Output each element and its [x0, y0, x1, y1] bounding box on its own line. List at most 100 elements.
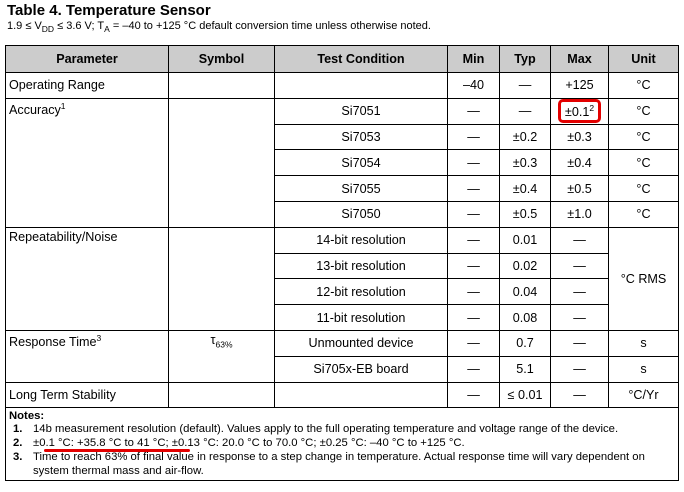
table-title: Table 4. Temperature Sensor	[7, 2, 211, 19]
param-operating-range: Operating Range	[5, 72, 169, 99]
table-row: Accuracy1 Si7051 — — ±0.12 °C	[5, 97, 679, 228]
max-cell: —	[550, 252, 609, 280]
table-subtitle: 1.9 ≤ VDD ≤ 3.6 V; TA = –40 to +125 °C d…	[7, 20, 431, 35]
symbol-cell	[168, 226, 275, 331]
condition-cell: Unmounted device	[274, 329, 448, 357]
note-item: 2. ±0.1 °C: +35.8 °C to 41 °C; ±0.13 °C:…	[9, 436, 675, 450]
min-cell: —	[447, 123, 500, 151]
symbol-cell	[168, 381, 275, 409]
header-typ: Typ	[499, 45, 551, 73]
temperature-sensor-table: Parameter Symbol Test Condition Min Typ …	[5, 45, 679, 482]
symbol-cell	[168, 97, 275, 228]
typ-cell: 0.08	[499, 304, 551, 331]
param-response-time: Response Time3	[5, 329, 169, 383]
notes-section: Notes: 1. 14b measurement resolution (de…	[5, 407, 679, 482]
typ-cell: ≤ 0.01	[499, 381, 551, 409]
table-row: Si7054 — ±0.3 ±0.4 °C	[6, 149, 679, 177]
table-row: Long Term Stability — ≤ 0.01 — °C/Yr	[5, 381, 679, 409]
max-cell: —	[550, 381, 609, 409]
max-cell: ±0.3	[550, 123, 609, 151]
max-cell: —	[550, 304, 609, 331]
note-text: Time to reach 63% of final value in resp…	[33, 451, 645, 478]
table-row: Operating Range –40 — +125 °C	[5, 72, 679, 99]
typ-cell: 0.01	[499, 226, 551, 254]
condition-cell: Si705x-EB board	[274, 355, 448, 383]
unit-cell: °C	[608, 175, 679, 202]
typ-cell: ±0.2	[499, 123, 551, 151]
unit-cell: °C	[608, 200, 679, 228]
notes-title: Notes:	[9, 410, 45, 423]
condition-cell: 14-bit resolution	[274, 226, 448, 254]
max-cell: —	[550, 329, 609, 357]
unit-cell: °C	[608, 123, 679, 151]
min-cell: —	[447, 175, 500, 202]
min-cell: —	[447, 97, 500, 125]
unit-cell: °C/Yr	[608, 381, 679, 409]
symbol-cell	[168, 72, 275, 99]
note-number: 2.	[13, 437, 23, 450]
max-cell-highlighted: ±0.12	[550, 97, 609, 125]
unit-cell: s	[608, 355, 679, 383]
condition-cell	[274, 381, 448, 409]
red-highlight-box: ±0.12	[557, 99, 602, 124]
max-cell: ±0.4	[550, 149, 609, 177]
min-cell: —	[447, 252, 500, 280]
unit-cell: °C RMS	[608, 226, 679, 331]
table-row: 12-bit resolution — 0.04 —	[6, 278, 679, 306]
condition-cell: 12-bit resolution	[274, 278, 448, 306]
table-row: 11-bit resolution — 0.08 —	[6, 304, 679, 331]
header-parameter: Parameter	[5, 45, 169, 73]
header-row: Parameter Symbol Test Condition Min Typ …	[5, 45, 679, 73]
max-cell: —	[550, 278, 609, 306]
typ-cell: —	[499, 97, 551, 125]
unit-cell: °C	[608, 149, 679, 177]
note-text: ±0.1 °C: +35.8 °C to 41 °C; ±0.13 °C: 20…	[33, 437, 465, 450]
typ-cell: 5.1	[499, 355, 551, 383]
max-cell: —	[550, 226, 609, 254]
min-cell: —	[447, 381, 500, 409]
symbol-tau: τ63%	[168, 329, 275, 383]
min-cell: —	[447, 329, 500, 357]
max-cell: —	[550, 355, 609, 383]
typ-cell: 0.02	[499, 252, 551, 280]
header-min: Min	[447, 45, 500, 73]
param-long-term-stability: Long Term Stability	[5, 381, 169, 409]
table-row: Si7055 — ±0.4 ±0.5 °C	[6, 175, 679, 202]
typ-cell: 0.7	[499, 329, 551, 357]
min-cell: –40	[447, 72, 500, 99]
condition-cell: Si7051	[274, 97, 448, 125]
condition-cell: Si7050	[274, 200, 448, 228]
typ-cell: ±0.4	[499, 175, 551, 202]
condition-cell: Si7055	[274, 175, 448, 202]
typ-cell: 0.04	[499, 278, 551, 306]
notes-row: Notes: 1. 14b measurement resolution (de…	[5, 407, 679, 482]
min-cell: —	[447, 278, 500, 306]
min-cell: —	[447, 304, 500, 331]
max-cell: ±0.5	[550, 175, 609, 202]
condition-cell: 13-bit resolution	[274, 252, 448, 280]
condition-cell: 11-bit resolution	[274, 304, 448, 331]
max-cell: ±1.0	[550, 200, 609, 228]
table-row: 13-bit resolution — 0.02 —	[6, 252, 679, 280]
note-number: 1.	[13, 423, 23, 436]
min-cell: —	[447, 226, 500, 254]
note-item: 1. 14b measurement resolution (default).…	[9, 422, 675, 436]
table-row: Repeatability/Noise 14-bit resolution — …	[5, 226, 679, 331]
unit-cell: s	[608, 329, 679, 357]
param-repeatability: Repeatability/Noise	[5, 226, 169, 331]
table-row: Si7053 — ±0.2 ±0.3 °C	[6, 123, 679, 151]
note-text: 14b measurement resolution (default). Va…	[33, 423, 619, 436]
header-test-condition: Test Condition	[274, 45, 448, 73]
note-number: 3.	[13, 451, 23, 464]
note-item: 3. Time to reach 63% of final value in r…	[9, 450, 675, 478]
typ-cell: ±0.3	[499, 149, 551, 177]
param-accuracy: Accuracy1	[5, 97, 169, 228]
typ-cell: —	[499, 72, 551, 99]
min-cell: —	[447, 355, 500, 383]
max-cell: +125	[550, 72, 609, 99]
red-underline-annotation	[44, 449, 190, 452]
header-symbol: Symbol	[168, 45, 275, 73]
header-unit: Unit	[608, 45, 679, 73]
header-max: Max	[550, 45, 609, 73]
table-row: Response Time3 τ63% Unmounted device — 0…	[5, 329, 679, 383]
